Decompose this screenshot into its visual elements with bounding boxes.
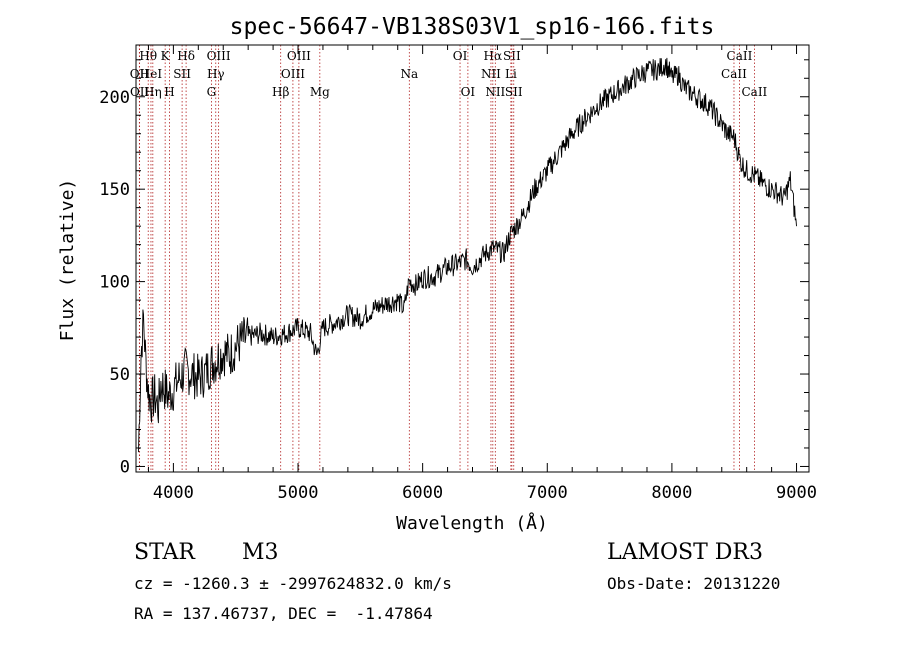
object-class: STAR [134, 540, 195, 565]
x-axis-label: Wavelength (Å) [396, 512, 548, 534]
line-marker-label: CaII [721, 67, 747, 81]
line-marker-label: CaII [741, 85, 767, 99]
survey-name: LAMOST DR3 [607, 540, 763, 565]
y-tick-label: 0 [120, 457, 130, 477]
line-marker-label: OIII [281, 67, 305, 81]
line-marker-label: OII [130, 85, 150, 99]
line-marker-label: Mg [310, 85, 330, 99]
line-marker-label: OI [453, 49, 468, 63]
line-marker-label: OIII [207, 49, 231, 63]
y-tick-label: 50 [110, 365, 130, 385]
line-marker-label: H [164, 85, 174, 99]
line-marker-label: Li [505, 67, 517, 81]
x-tick-label: 8000 [651, 483, 692, 503]
line-marker-label: OI [461, 85, 476, 99]
x-tick-label: 5000 [278, 483, 319, 503]
line-marker-label: OIII [287, 49, 311, 63]
line-marker-label: Hα [484, 49, 503, 63]
line-marker-label: Hθ [139, 49, 157, 63]
line-marker-label: Hη [144, 85, 162, 99]
axis-ticks: 4000 5000 6000 7000 8000 9000 0 50 100 150 200 [99, 45, 817, 503]
redshift-cz: cz = -1260.3 ± -2997624832.0 km/s [134, 574, 452, 593]
x-tick-label: 9000 [776, 483, 817, 503]
chart-title: spec-56647-VB138S03V1_sp16-166.fits [230, 14, 715, 40]
object-subclass: M3 [242, 540, 279, 565]
line-marker-label: CaII [727, 49, 753, 63]
y-tick-label: 100 [99, 273, 130, 293]
coordinates: RA = 137.46737, DEC = -1.47864 [134, 604, 433, 623]
line-marker-label: Hγ [207, 67, 225, 81]
x-tick-label: 6000 [402, 483, 443, 503]
y-tick-label: 150 [99, 180, 130, 200]
line-marker-label: K [161, 49, 171, 63]
line-marker-label: Hδ [177, 49, 195, 63]
line-marker-label: Hβ [272, 85, 289, 99]
y-axis-label: Flux (relative) [57, 179, 78, 342]
line-marker-label: SII [503, 49, 521, 63]
line-marker-label: Na [400, 67, 418, 81]
spectrum-line [138, 57, 797, 453]
obs-date: Obs-Date: 20131220 [607, 574, 781, 593]
line-marker-label: SII [505, 85, 523, 99]
x-tick-label: 7000 [527, 483, 568, 503]
line-marker-label: G [207, 85, 217, 99]
x-tick-label: 4000 [153, 483, 194, 503]
line-marker-label: SII [173, 67, 191, 81]
y-tick-label: 200 [99, 88, 130, 108]
line-marker-label: HeI [140, 67, 163, 81]
line-marker-label: NII [481, 67, 501, 81]
line-marker-label: NII [485, 85, 505, 99]
